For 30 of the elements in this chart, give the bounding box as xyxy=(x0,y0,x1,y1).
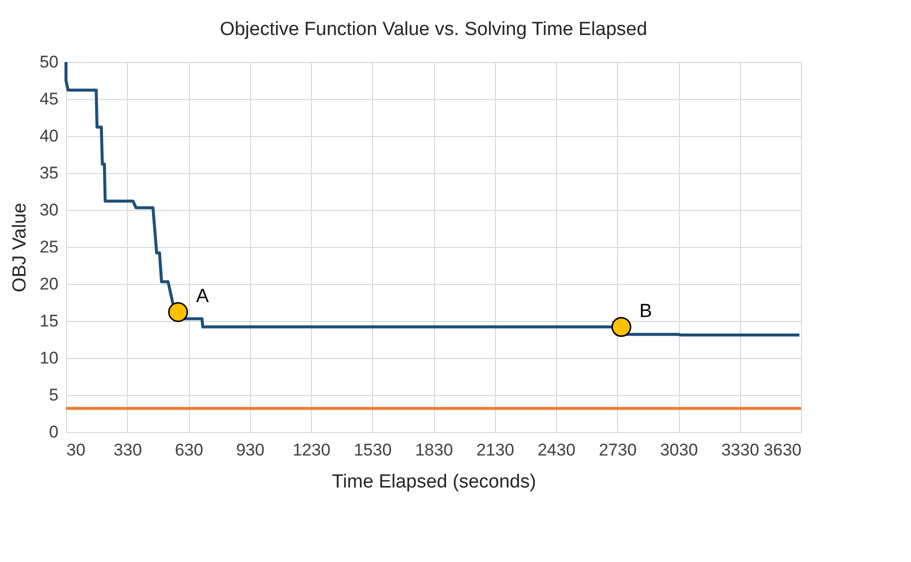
y-tick-label: 25 xyxy=(40,238,58,256)
x-tick-label: 2430 xyxy=(538,440,576,460)
x-tick-label: 2130 xyxy=(476,440,514,460)
annotation: B xyxy=(639,300,652,322)
y-tick-label: 30 xyxy=(40,200,58,220)
y-tick-label: 35 xyxy=(40,164,58,182)
chart-title: Objective Function Value vs. Solving Time Elapsed xyxy=(220,19,648,40)
x-axis-title: Time Elapsed (seconds) xyxy=(332,472,536,492)
x-tick-label: 1230 xyxy=(292,440,330,460)
y-tick-label: 10 xyxy=(40,348,58,368)
y-tick-label: 50 xyxy=(40,52,58,72)
x-tick-label: 930 xyxy=(236,440,264,460)
annotation: A xyxy=(196,286,210,308)
x-tick-label: 2730 xyxy=(598,440,637,460)
x-tick-label: 3330 xyxy=(721,440,760,460)
y-tick-label: 40 xyxy=(40,126,58,146)
y-axis-title: OBJ Value xyxy=(10,202,31,292)
y-tick-label: 5 xyxy=(49,386,58,404)
y-tick-label: 0 xyxy=(49,422,58,442)
line-series xyxy=(64,60,801,337)
x-tick-label: 3030 xyxy=(660,440,698,460)
y-tick-label: 20 xyxy=(40,274,58,294)
y-tick-label: 15 xyxy=(40,312,58,330)
x-tick-label: 330 xyxy=(114,440,142,460)
x-tick-label: 3630 xyxy=(764,440,802,460)
x-tick-label: 30 xyxy=(66,440,86,460)
x-tick-label: 630 xyxy=(174,440,204,460)
y-tick-label: 45 xyxy=(40,90,58,108)
x-tick-label: 1530 xyxy=(354,440,392,460)
x-tick-label: 1830 xyxy=(415,440,453,460)
